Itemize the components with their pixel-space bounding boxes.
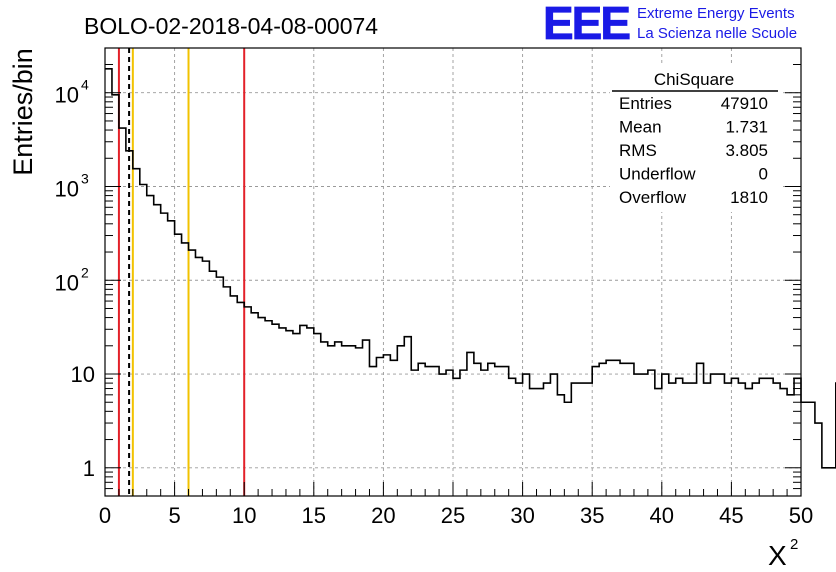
y-tick-label-base: 10 (55, 176, 79, 201)
y-tick-label: 10 (71, 362, 95, 387)
x-tick-label: 20 (371, 503, 395, 528)
stats-row: Mean 1.731 (619, 118, 768, 137)
x-axis-label-superscript: 2 (790, 536, 798, 553)
stats-row: Entries 47910 (619, 94, 768, 113)
stats-box-background (610, 64, 780, 212)
y-tick-label: 10 3 (55, 170, 89, 201)
chart-title: BOLO-02-2018-04-08-00074 (84, 13, 378, 39)
x-tick-label: 40 (650, 503, 674, 528)
stats-rows: Entries 47910 Mean 1.731 RMS 3.805 Underflow 0 O… (619, 94, 768, 207)
y-tick-label-base: 10 (55, 83, 79, 108)
logo-mark: EEE (543, 0, 629, 49)
stats-row-label: Overflow (619, 188, 687, 207)
y-tick-label-exponent: 4 (81, 77, 89, 93)
x-tick-label: 30 (510, 503, 534, 528)
stats-row-value: 47910 (721, 94, 768, 113)
y-tick-label-exponent: 3 (81, 170, 89, 186)
y-tick-label-base: 10 (55, 270, 79, 295)
x-tick-label: 10 (232, 503, 256, 528)
stats-row-value: 1810 (730, 188, 768, 207)
x-tick-label: 25 (441, 503, 465, 528)
stats-row: Underflow 0 (619, 165, 768, 184)
x-tick-label: 5 (168, 503, 180, 528)
stats-row: RMS 3.805 (619, 141, 768, 160)
x-tick-label: 0 (99, 503, 111, 528)
y-tick-label: 10 4 (55, 77, 89, 108)
y-axis-label: Entries/bin (8, 48, 38, 176)
stats-row: Overflow 1810 (619, 188, 768, 207)
stats-row-label: Entries (619, 94, 672, 113)
x-tick-label: 50 (789, 503, 813, 528)
x-tick-label: 15 (302, 503, 326, 528)
x-axis-label: X 2 (768, 536, 798, 571)
stats-row-value: 3.805 (725, 141, 768, 160)
y-tick-label: 1 (83, 456, 95, 481)
stats-row-label: Mean (619, 118, 662, 137)
stats-row-value: 0 (759, 165, 768, 184)
stats-row-label: Underflow (619, 165, 696, 184)
logo: EEE Extreme Energy Events La Scienza nel… (543, 0, 798, 49)
y-tick-label-text: 1 (83, 456, 95, 481)
stats-row-value: 1.731 (725, 118, 768, 137)
y-tick-label-exponent: 2 (81, 264, 89, 280)
logo-line-1: Extreme Energy Events (637, 5, 795, 22)
y-tick-label: 10 2 (55, 264, 89, 295)
stats-row-label: RMS (619, 141, 657, 160)
x-axis-label-symbol: X (768, 540, 787, 571)
x-tick-label: 45 (719, 503, 743, 528)
x-tick-label: 35 (580, 503, 604, 528)
stats-title: ChiSquare (654, 70, 734, 89)
stats-box: ChiSquare Entries 47910 Mean 1.731 RMS 3.805 U… (610, 64, 780, 212)
logo-line-2: La Scienza nelle Scuole (637, 25, 797, 42)
y-tick-label-text: 10 (71, 362, 95, 387)
